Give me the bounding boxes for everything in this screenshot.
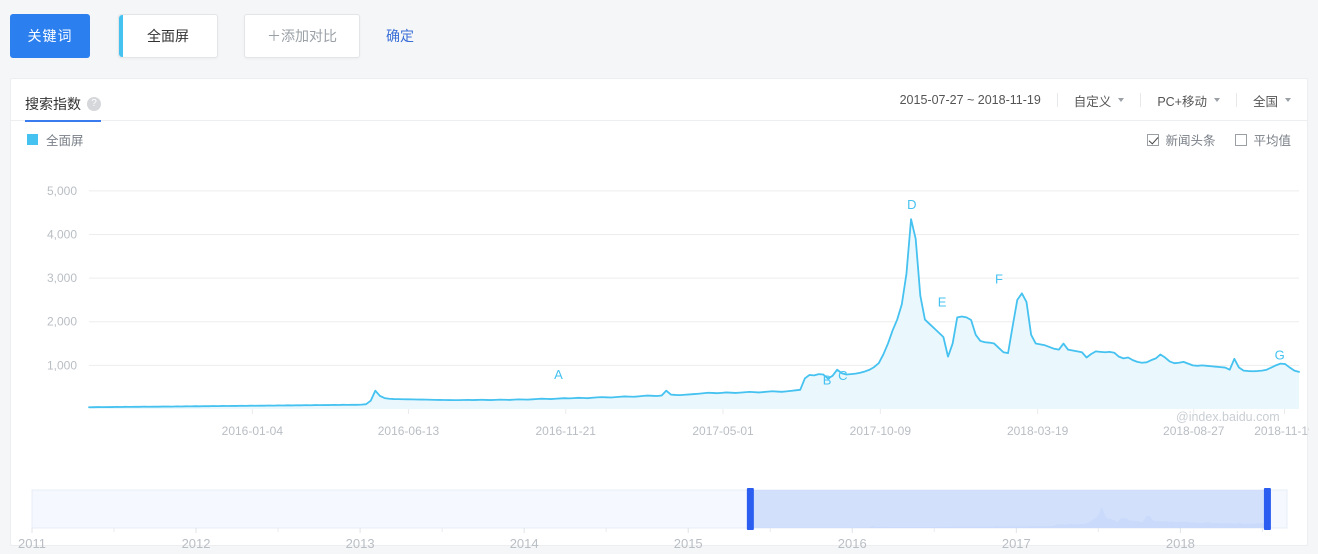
svg-text:5,000: 5,000 [47,184,77,198]
event-marker-F[interactable]: F [995,271,1003,286]
scrubber-year-2012: 2012 [182,536,211,551]
svg-text:2016-11-21: 2016-11-21 [535,424,596,438]
checkbox-average-label: 平均值 [1253,134,1291,148]
dropdown-device-label: PC+移动 [1157,94,1207,109]
scrubber-year-2016: 2016 [838,536,867,551]
svg-text:2016-01-04: 2016-01-04 [222,424,284,438]
event-marker-C[interactable]: C [838,368,847,383]
tab-label: 搜索指数 [25,96,81,112]
confirm-link[interactable]: 确定 [386,28,414,44]
tab-search-index[interactable]: 搜索指数 ? [25,87,101,122]
scrubber-year-2013: 2013 [346,536,375,551]
legend-color-swatch [27,134,38,145]
chart-event-markers[interactable]: ABCDEFGH [554,197,1309,387]
chip-label: 全面屏 [147,28,189,44]
panel-header: 搜索指数 ? 2015-07-27 ~ 2018-11-19 自定义 PC+移动… [11,79,1307,122]
svg-text:2017-05-01: 2017-05-01 [692,424,754,438]
panel-header-controls: 2015-07-27 ~ 2018-11-19 自定义 PC+移动 全国 [900,79,1291,121]
divider [1140,93,1142,107]
svg-text:2018-03-19: 2018-03-19 [1007,424,1069,438]
top-toolbar: 关键词 全面屏 ＋添加对比 确定 [0,0,1318,72]
event-marker-A[interactable]: A [554,367,563,382]
svg-text:2018-08-27: 2018-08-27 [1163,424,1225,438]
tab-active-underline [25,120,101,122]
svg-text:1,000: 1,000 [47,358,77,372]
checkbox-box-checked [1147,133,1160,146]
chevron-down-icon [1213,98,1220,102]
chevron-down-icon [1118,98,1125,102]
chevron-down-icon [1285,98,1291,102]
scrubber-handle-right[interactable] [1263,488,1271,530]
keyword-chip-quanmianping[interactable]: 全面屏 [118,14,218,58]
scrubber-ticks [31,528,1263,533]
chart-x-axis-labels: 2016-01-04 2016-06-13 2016-11-21 2017-05-01… [222,424,1309,438]
event-marker-B[interactable]: B [823,373,832,388]
keyword-button[interactable]: 关键词 [10,14,90,58]
event-marker-E[interactable]: E [938,294,947,309]
event-marker-G[interactable]: G [1275,348,1285,363]
dropdown-period[interactable]: 自定义 [1074,91,1125,110]
divider [1235,93,1237,107]
svg-text:3,000: 3,000 [47,271,77,285]
dropdown-region-label: 全国 [1252,94,1278,109]
add-compare-button[interactable]: ＋添加对比 [244,14,360,58]
chart-area-fill [89,219,1299,409]
legend-label: 全面屏 [46,134,84,148]
dropdown-period-label: 自定义 [1073,94,1112,109]
chart-y-axis-labels: 1,000 2,000 3,000 4,000 5,000 [47,184,77,373]
svg-text:2017-10-09: 2017-10-09 [850,424,912,438]
svg-text:2018-11-19: 2018-11-19 [1254,424,1309,438]
scrubber-year-2017: 2017 [1002,536,1031,551]
svg-text:4,000: 4,000 [47,227,77,241]
dropdown-region[interactable]: 全国 [1253,91,1291,110]
date-range-label[interactable]: 2015-07-27 ~ 2018-11-19 [899,93,1041,107]
checkbox-news-headline[interactable]: 新闻头条 [1147,130,1215,149]
scrubber-selection[interactable] [749,490,1267,528]
svg-text:2016-06-13: 2016-06-13 [378,424,440,438]
chart-line [88,218,1300,409]
svg-text:2,000: 2,000 [47,315,77,329]
scrubber-handle-left[interactable] [746,488,754,530]
checkbox-average[interactable]: 平均值 [1235,130,1291,149]
scrubber-year-2015: 2015 [674,536,703,551]
search-index-panel: 搜索指数 ? 2015-07-27 ~ 2018-11-19 自定义 PC+移动… [10,78,1309,546]
divider [1056,93,1058,107]
scrubber-year-2018: 2018 [1166,536,1195,551]
chip-accent-bar [119,15,123,57]
checkbox-news-headline-label: 新闻头条 [1165,134,1216,148]
scrubber-year-2014: 2014 [510,536,539,551]
scrubber-year-labels: 2011 2012 2013 2014 2015 2016 2017 2018 [18,536,1195,551]
chart-legend[interactable]: 全面屏 [27,130,84,149]
checkbox-box [1235,133,1248,146]
help-icon[interactable]: ? [87,97,101,111]
timeline-range-scrubber[interactable]: 2011 2012 2013 2014 2015 2016 2017 2018 [10,488,1308,554]
dropdown-device[interactable]: PC+移动 [1157,91,1220,110]
legend-row: 全面屏 新闻头条 平均值 [11,121,1307,155]
chart-options: 新闻头条 平均值 [1147,130,1291,149]
event-marker-D[interactable]: D [907,197,916,212]
scrubber-year-2011: 2011 [18,536,46,551]
